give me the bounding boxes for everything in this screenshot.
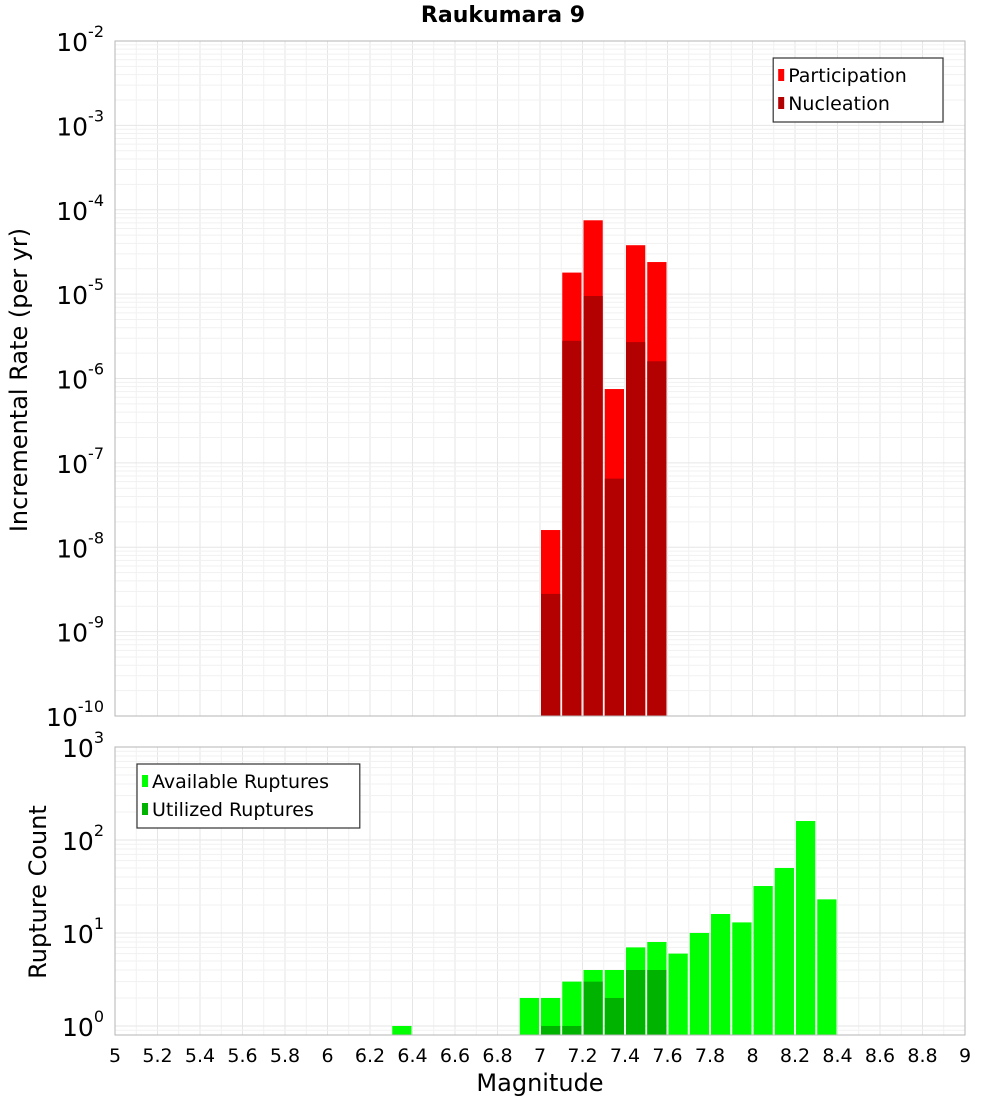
bar-available-ruptures-7.75 bbox=[689, 932, 709, 1035]
bar-nucleation-7.15 bbox=[562, 340, 582, 716]
bars bbox=[541, 220, 667, 717]
x-tick-label: 6 bbox=[321, 1045, 333, 1067]
bar-utilized-ruptures-7.15 bbox=[562, 1025, 582, 1035]
x-tick-label: 9 bbox=[959, 1045, 971, 1067]
x-tick-label: 7 bbox=[534, 1045, 546, 1067]
grid bbox=[114, 41, 966, 717]
bars bbox=[392, 821, 837, 1035]
legend-label-available-ruptures: Available Ruptures bbox=[152, 771, 329, 793]
bar-available-ruptures-8.25 bbox=[796, 821, 816, 1035]
y-tick-labels: 100 101 102 103 bbox=[62, 728, 104, 1042]
x-tick-label: 7.4 bbox=[610, 1045, 640, 1067]
bar-nucleation-7.45 bbox=[626, 342, 646, 716]
y-tick-label: 10-3 bbox=[56, 106, 104, 141]
y-tick-label: 10-6 bbox=[56, 360, 104, 395]
figure-title: Raukumara 9 bbox=[421, 3, 585, 28]
plot-frame bbox=[114, 40, 966, 717]
bottom-y-axis-label: Rupture Count bbox=[24, 805, 52, 979]
x-tick-label: 7.8 bbox=[695, 1045, 725, 1067]
legend-box bbox=[136, 763, 361, 829]
legend-label-nucleation: Nucleation bbox=[788, 93, 890, 115]
bar-available-ruptures-7.85 bbox=[711, 914, 731, 1035]
x-axis-label: Magnitude bbox=[476, 1069, 603, 1097]
bar-available-ruptures-7.65 bbox=[668, 953, 688, 1035]
x-tick-label: 7.2 bbox=[567, 1045, 597, 1067]
x-tick-label: 5.6 bbox=[227, 1045, 257, 1067]
bar-utilized-ruptures-7.45 bbox=[626, 969, 646, 1035]
y-tick-label: 103 bbox=[62, 728, 104, 763]
bar-available-ruptures-6.95 bbox=[519, 997, 539, 1035]
y-tick-label: 10-10 bbox=[46, 697, 104, 732]
incremental-rate-panel: 10-10 10-9 10-8 10-7 10-6 10-5 10-4 10-3 10-2 Par… bbox=[46, 22, 966, 732]
legend-label-utilized-ruptures: Utilized Ruptures bbox=[152, 799, 314, 821]
legend: Available Ruptures Utilized Ruptures bbox=[136, 763, 361, 829]
plot-frame bbox=[114, 746, 966, 1036]
x-tick-label: 8.2 bbox=[780, 1045, 810, 1067]
legend-label-participation: Participation bbox=[788, 65, 907, 87]
x-tick-label: 8.6 bbox=[865, 1045, 895, 1067]
bar-utilized-ruptures-7.05 bbox=[541, 1025, 561, 1035]
bar-available-ruptures-6.35 bbox=[392, 1025, 412, 1035]
x-tick-label: 5.8 bbox=[270, 1045, 300, 1067]
bar-available-ruptures-8.35 bbox=[817, 899, 837, 1035]
bar-available-ruptures-7.95 bbox=[732, 922, 752, 1035]
y-tick-label: 10-9 bbox=[56, 613, 104, 648]
x-tick-label: 6.8 bbox=[482, 1045, 512, 1067]
x-tick-label: 6.2 bbox=[355, 1045, 385, 1067]
bar-nucleation-7.05 bbox=[541, 593, 561, 716]
bar-nucleation-7.55 bbox=[647, 361, 667, 716]
x-tick-label: 8 bbox=[746, 1045, 758, 1067]
x-tick-label: 5 bbox=[109, 1045, 121, 1067]
bar-available-ruptures-8.05 bbox=[753, 886, 773, 1035]
y-tick-label: 10-7 bbox=[56, 444, 104, 479]
x-tick-label: 5.2 bbox=[142, 1045, 172, 1067]
bar-utilized-ruptures-7.35 bbox=[604, 997, 624, 1035]
legend: Participation Nucleation bbox=[772, 57, 944, 123]
x-tick-label: 6.4 bbox=[397, 1045, 427, 1067]
series-utilized-ruptures bbox=[541, 969, 667, 1035]
x-tick-label: 7.6 bbox=[652, 1045, 682, 1067]
x-tick-label: 5.4 bbox=[185, 1045, 215, 1067]
x-tick-labels: 5 5.2 5.4 5.6 5.8 6 6.2 6.4 6.6 6.8 7 7.2 7.4 7.6 7.8 8… bbox=[109, 1045, 971, 1067]
y-tick-label: 10-2 bbox=[56, 22, 104, 57]
legend-swatch-available-ruptures bbox=[142, 775, 148, 787]
y-tick-label: 102 bbox=[62, 821, 104, 856]
legend-swatch-nucleation bbox=[778, 97, 785, 109]
bar-available-ruptures-7.05 bbox=[541, 997, 561, 1035]
y-tick-label: 10-4 bbox=[56, 191, 104, 226]
legend-box bbox=[772, 57, 944, 123]
y-tick-label: 101 bbox=[62, 914, 104, 949]
y-tick-label: 100 bbox=[62, 1007, 104, 1042]
y-tick-labels: 10-10 10-9 10-8 10-7 10-6 10-5 10-4 10-3 10-2 bbox=[46, 22, 104, 732]
top-y-axis-label: Incremental Rate (per yr) bbox=[5, 228, 33, 532]
x-tick-label: 6.6 bbox=[440, 1045, 470, 1067]
bar-nucleation-7.25 bbox=[583, 296, 603, 716]
legend-swatch-utilized-ruptures bbox=[142, 803, 148, 815]
bar-nucleation-7.35 bbox=[604, 478, 624, 716]
y-tick-label: 10-5 bbox=[56, 275, 104, 310]
y-tick-label: 10-8 bbox=[56, 528, 104, 563]
bar-utilized-ruptures-7.25 bbox=[583, 981, 603, 1035]
series-nucleation bbox=[541, 296, 667, 716]
bar-available-ruptures-8.15 bbox=[774, 867, 794, 1035]
bar-available-ruptures-7.15 bbox=[562, 981, 582, 1035]
x-tick-label: 8.8 bbox=[907, 1045, 937, 1067]
x-tick-label: 8.4 bbox=[822, 1045, 852, 1067]
legend-swatch-participation bbox=[778, 69, 785, 81]
bar-utilized-ruptures-7.55 bbox=[647, 969, 667, 1035]
